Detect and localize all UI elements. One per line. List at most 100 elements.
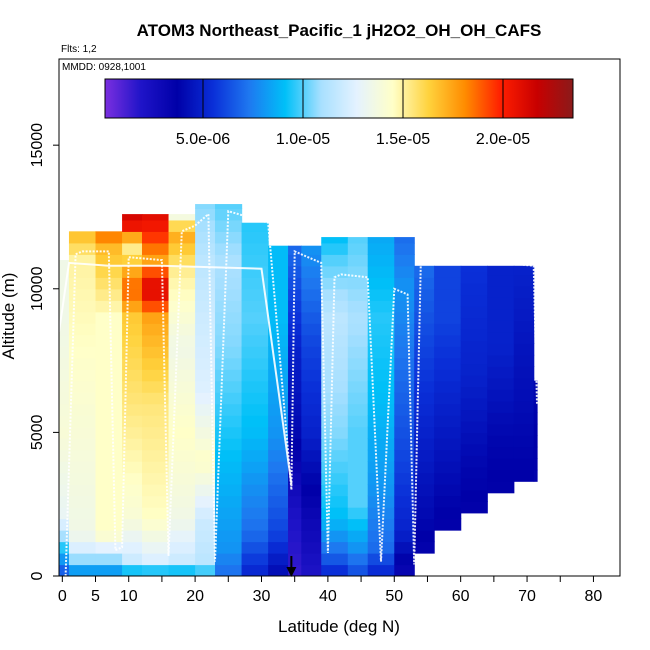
heat-cell [241,518,269,531]
x-tick-label: 5 [91,588,100,605]
heat-cell [95,323,123,336]
colorbar-tick-label: 2.0e-05 [476,131,530,148]
heat-cell [68,541,97,554]
heat-cell [434,415,462,428]
heat-cell [513,400,535,413]
heat-cell [141,426,170,439]
heat-cell [268,369,289,382]
heat-cell [195,204,216,209]
heat-cell [288,369,302,382]
heat-cell [513,412,535,425]
heat-cell [513,265,535,276]
heat-cell [301,334,322,347]
heat-cell [487,274,515,287]
heat-cell [215,277,243,290]
heat-cell [68,415,97,428]
heat-cell [95,392,123,405]
heat-cell [95,231,123,244]
heat-cell [122,254,143,267]
heat-cell [321,300,349,313]
heat-cell [321,392,349,405]
heat-cell [141,277,170,290]
heat-cell [434,380,462,393]
heat-cell [460,265,488,273]
heat-cell [487,343,515,356]
heat-cell [460,489,488,502]
heat-cell [513,297,535,310]
heat-cell [122,461,143,474]
heat-cell [141,323,170,336]
heat-cell [68,449,97,462]
heat-cell [141,219,170,232]
heat-cell [533,435,538,448]
heat-cell [241,392,269,405]
heat-cell [95,495,123,508]
heat-cell [195,277,216,290]
heat-cell [434,507,462,520]
heat-cell [347,265,369,278]
heat-cell [68,323,97,336]
heat-cell [122,530,143,543]
heat-cell [288,438,302,451]
heat-cell [414,403,435,416]
heat-cell [215,311,243,324]
heat-cell [533,389,538,402]
heat-cell [487,285,515,298]
heat-cell [68,242,97,255]
heat-cell [122,449,143,462]
heat-cell [168,357,196,370]
heat-cell [241,415,269,428]
heat-cell [367,357,395,370]
heat-cell [215,392,243,405]
heat-cell [394,518,415,531]
heat-cell [268,311,289,324]
heat-cell [394,357,415,370]
heat-cell [268,553,289,566]
heat-cell [394,346,415,359]
heat-cell [288,300,302,313]
heat-cell [367,518,395,531]
heat-cell [414,288,435,301]
heat-cell [414,346,435,359]
heat-cell [215,357,243,370]
heat-cell [68,277,97,290]
heat-cell [168,541,196,554]
heat-cell [241,507,269,520]
heat-cell [68,346,97,359]
heat-cell [460,328,488,342]
heat-cell [321,357,349,370]
heat-cell [347,518,369,531]
heat-cell [122,392,143,405]
heat-cell [347,426,369,439]
heat-cell [168,346,196,359]
dates-label: MMDD: 0928,1001 [62,62,146,73]
heat-cell [434,495,462,508]
heat-cell [367,461,395,474]
heat-cell [215,518,243,531]
heat-cell [288,311,302,324]
heat-cell [487,458,515,471]
heat-cell [347,254,369,267]
y-axis: 0 5000 10000 15000 [29,123,59,580]
heat-cell [301,415,322,428]
heat-cell [434,449,462,462]
heat-cell [434,518,462,531]
heat-cell [195,438,216,451]
heat-cell [460,409,488,422]
heat-cell [215,553,243,566]
heat-cell [95,334,123,347]
heat-cell [95,277,123,290]
heat-cell [414,495,435,508]
heat-cell [215,449,243,462]
heat-cell [434,323,462,336]
heat-cell [195,231,216,244]
heat-cell [301,245,322,255]
heat-cell [141,254,170,267]
latitude-marker-arrow [286,556,297,577]
heat-cell [215,346,243,359]
heat-cell [68,334,97,347]
heat-cell [301,438,322,451]
heat-cell [321,242,349,255]
heat-cell [367,277,395,290]
